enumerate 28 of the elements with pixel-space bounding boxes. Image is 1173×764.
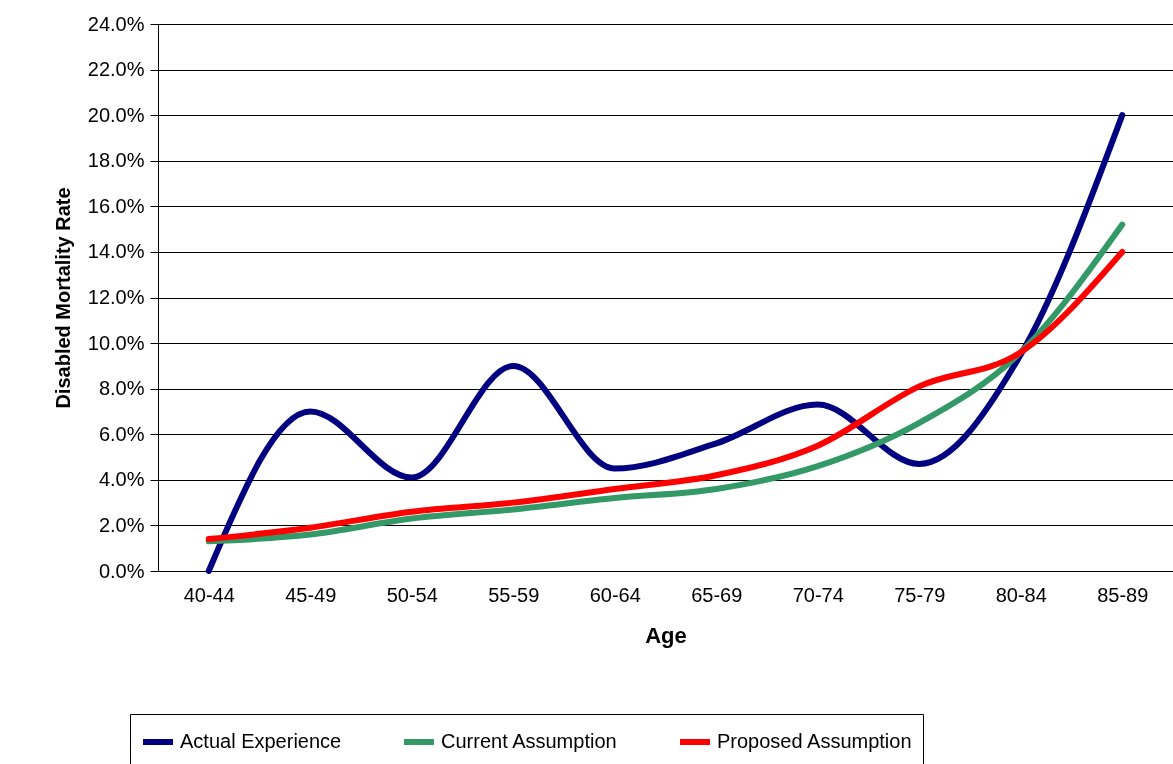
- y-tick-label: 6.0%: [98, 422, 145, 445]
- x-tick-label: 55-59: [488, 583, 540, 606]
- y-tick-label: 16.0%: [87, 194, 145, 217]
- y-axis-title: Disabled Mortality Rate: [51, 187, 74, 409]
- x-tick-label: 50-54: [386, 583, 438, 606]
- x-tick-label: 85-89: [1097, 583, 1149, 606]
- y-tick-label: 18.0%: [87, 149, 145, 172]
- legend-label: Actual Experience: [180, 730, 342, 752]
- legend-label: Current Assumption: [441, 730, 617, 752]
- legend-label: Proposed Assumption: [717, 730, 912, 752]
- x-tick-label: 40-44: [183, 583, 235, 606]
- y-tick-label: 22.0%: [87, 58, 145, 81]
- x-tick-label: 60-64: [589, 583, 641, 606]
- y-tick-label: 12.0%: [87, 286, 145, 308]
- x-axis-title: Age: [645, 622, 687, 648]
- y-tick-label: 4.0%: [98, 468, 145, 491]
- x-tick-label: 80-84: [995, 583, 1047, 606]
- y-tick-label: 24.0%: [87, 12, 145, 35]
- y-tick-label: 14.0%: [87, 240, 145, 263]
- y-tick-label: 0.0%: [98, 559, 145, 582]
- y-tick-label: 8.0%: [98, 377, 145, 400]
- x-tick-label: 45-49: [285, 583, 337, 606]
- y-tick-label: 20.0%: [87, 103, 145, 126]
- x-tick-label: 65-69: [691, 583, 743, 606]
- x-tick-label: 75-79: [894, 583, 946, 606]
- y-tick-label: 10.0%: [87, 331, 145, 354]
- y-tick-label: 2.0%: [98, 513, 145, 536]
- x-tick-label: 70-74: [792, 583, 844, 606]
